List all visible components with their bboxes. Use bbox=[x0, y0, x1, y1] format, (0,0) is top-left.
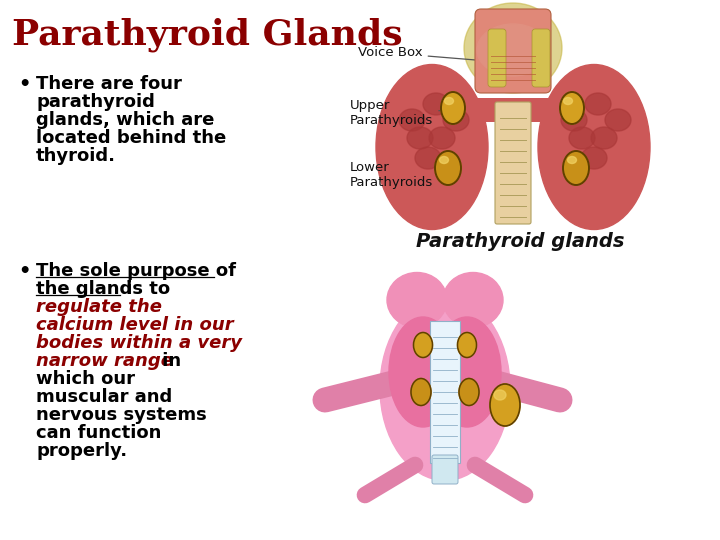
Text: Parathyroid Glands: Parathyroid Glands bbox=[12, 18, 402, 52]
Ellipse shape bbox=[560, 92, 584, 124]
Text: Lower
Parathyroids: Lower Parathyroids bbox=[350, 161, 445, 189]
FancyBboxPatch shape bbox=[432, 455, 458, 484]
Text: regulate the: regulate the bbox=[36, 298, 162, 316]
Text: can function: can function bbox=[36, 424, 161, 442]
Ellipse shape bbox=[457, 333, 477, 357]
Text: Parathyroid glands: Parathyroid glands bbox=[415, 232, 624, 251]
Ellipse shape bbox=[477, 24, 549, 76]
Ellipse shape bbox=[380, 295, 510, 481]
Ellipse shape bbox=[569, 127, 595, 149]
Text: bodies within a very: bodies within a very bbox=[36, 334, 242, 352]
Ellipse shape bbox=[464, 3, 562, 93]
Ellipse shape bbox=[443, 109, 469, 131]
Ellipse shape bbox=[459, 379, 479, 406]
Ellipse shape bbox=[387, 273, 447, 327]
Text: There are four: There are four bbox=[36, 75, 182, 93]
Ellipse shape bbox=[423, 93, 449, 115]
Ellipse shape bbox=[538, 64, 650, 230]
Ellipse shape bbox=[439, 157, 449, 164]
Ellipse shape bbox=[581, 147, 607, 169]
Text: muscular and: muscular and bbox=[36, 388, 172, 406]
Text: properly.: properly. bbox=[36, 442, 127, 460]
Text: narrow range: narrow range bbox=[36, 352, 173, 370]
FancyBboxPatch shape bbox=[475, 9, 551, 93]
FancyBboxPatch shape bbox=[488, 29, 506, 87]
Text: is to: is to bbox=[120, 280, 170, 298]
Text: parathyroid: parathyroid bbox=[36, 93, 155, 111]
Text: •: • bbox=[18, 75, 30, 94]
Text: located behind the: located behind the bbox=[36, 129, 226, 147]
Text: which our: which our bbox=[36, 370, 135, 388]
Ellipse shape bbox=[564, 98, 572, 105]
Text: Voice Box: Voice Box bbox=[358, 46, 498, 62]
Text: the gland: the gland bbox=[36, 280, 132, 298]
Ellipse shape bbox=[407, 127, 433, 149]
FancyBboxPatch shape bbox=[430, 321, 460, 463]
Ellipse shape bbox=[605, 109, 631, 131]
Ellipse shape bbox=[567, 157, 577, 164]
Text: Upper
Parathyroids: Upper Parathyroids bbox=[350, 99, 450, 127]
Text: in: in bbox=[156, 352, 181, 370]
Ellipse shape bbox=[389, 317, 457, 427]
Ellipse shape bbox=[413, 333, 433, 357]
Ellipse shape bbox=[494, 390, 506, 400]
Ellipse shape bbox=[444, 98, 454, 105]
Ellipse shape bbox=[591, 127, 617, 149]
Text: •: • bbox=[18, 262, 30, 281]
Ellipse shape bbox=[376, 64, 488, 230]
Ellipse shape bbox=[429, 127, 455, 149]
Text: The sole purpose of: The sole purpose of bbox=[36, 262, 236, 280]
Text: nervous systems: nervous systems bbox=[36, 406, 207, 424]
Ellipse shape bbox=[399, 109, 425, 131]
Ellipse shape bbox=[441, 92, 465, 124]
Ellipse shape bbox=[411, 379, 431, 406]
Ellipse shape bbox=[415, 147, 441, 169]
Ellipse shape bbox=[585, 93, 611, 115]
Text: glands, which are: glands, which are bbox=[36, 111, 215, 129]
Ellipse shape bbox=[435, 151, 461, 185]
Ellipse shape bbox=[490, 384, 520, 426]
Text: thyroid.: thyroid. bbox=[36, 147, 116, 165]
FancyBboxPatch shape bbox=[532, 29, 550, 87]
Ellipse shape bbox=[563, 151, 589, 185]
Ellipse shape bbox=[561, 109, 587, 131]
Text: calcium level in our: calcium level in our bbox=[36, 316, 233, 334]
Ellipse shape bbox=[443, 273, 503, 327]
FancyBboxPatch shape bbox=[495, 102, 531, 224]
Ellipse shape bbox=[433, 317, 501, 427]
FancyBboxPatch shape bbox=[460, 98, 566, 122]
